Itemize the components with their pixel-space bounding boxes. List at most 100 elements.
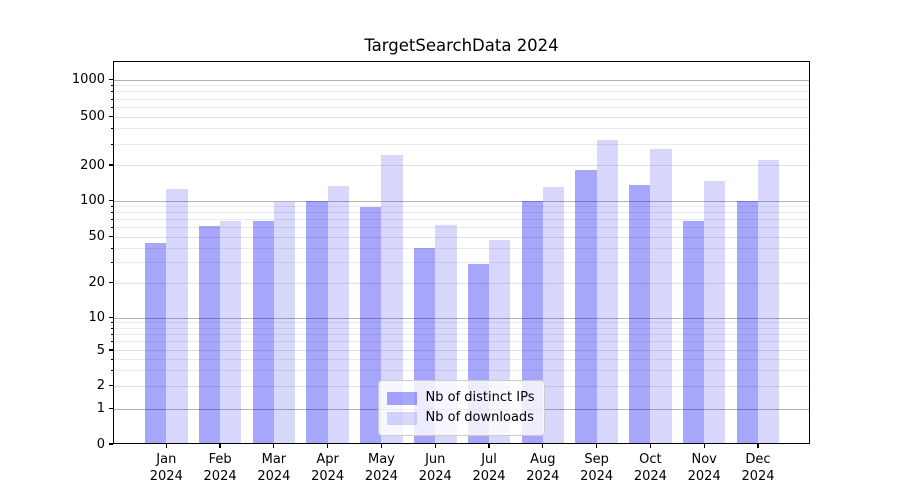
- y-minor-tick: [110, 212, 113, 214]
- x-tick-month: Sep: [584, 452, 609, 467]
- y-minor-tick: [110, 262, 113, 264]
- bar-oct-nb-of-downloads: [650, 149, 672, 444]
- y-minor-tick: [110, 98, 113, 100]
- plot-area: Nb of distinct IPs Nb of downloads 0 1 2 5 10…: [72, 61, 810, 484]
- x-tick-year: 2024: [687, 469, 721, 484]
- y-tick-label: 50: [88, 229, 105, 244]
- x-tick: [542, 444, 544, 448]
- x-tick-year: 2024: [418, 469, 452, 484]
- bar-may-nb-of-distinct-ips: [360, 206, 382, 444]
- y-tick: [109, 164, 113, 166]
- bar-feb-nb-of-distinct-ips: [198, 226, 221, 444]
- gridline-minor: [113, 98, 810, 100]
- y-tick: [109, 116, 113, 118]
- bar-dec-nb-of-distinct-ips: [736, 200, 758, 444]
- x-tick-month: Dec: [745, 452, 771, 467]
- bar-apr-nb-of-distinct-ips: [306, 200, 328, 444]
- x-tick-year: 2024: [149, 469, 183, 484]
- bar-nov-nb-of-distinct-ips: [682, 220, 705, 444]
- x-tick: [703, 444, 705, 448]
- x-tick: [596, 444, 598, 448]
- x-tick-label: Dec 2024: [728, 451, 788, 485]
- bar-mar-nb-of-downloads: [273, 201, 296, 444]
- gridline-minor: [113, 219, 810, 221]
- x-tick: [219, 444, 221, 448]
- y-tick: [109, 349, 113, 351]
- x-tick-year: 2024: [741, 469, 775, 484]
- bar-aug-nb-of-downloads: [542, 187, 565, 444]
- legend-label: Nb of downloads: [425, 410, 534, 425]
- bar-oct-nb-of-distinct-ips: [629, 185, 651, 444]
- x-tick-label: Sep 2024: [567, 451, 627, 485]
- bar-nov-nb-of-downloads: [704, 181, 726, 444]
- x-tick-month: Jan: [156, 452, 177, 467]
- x-tick-month: May: [368, 452, 395, 467]
- y-minor-tick: [110, 327, 113, 329]
- x-tick-year: 2024: [472, 469, 506, 484]
- x-tick-month: Feb: [208, 452, 232, 467]
- gridline-minor: [113, 262, 810, 264]
- bar-sep-nb-of-downloads: [596, 140, 618, 444]
- bar-jan-nb-of-downloads: [166, 189, 188, 444]
- y-minor-tick: [110, 219, 113, 221]
- gridline-minor: [113, 341, 810, 343]
- y-tick-label: 1: [96, 401, 105, 417]
- x-tick-year: 2024: [580, 469, 614, 484]
- y-tick-label: 100: [80, 193, 105, 208]
- y-tick: [109, 199, 113, 202]
- y-tick: [109, 78, 113, 81]
- x-tick: [273, 444, 275, 448]
- y-minor-tick: [110, 85, 113, 87]
- y-tick: [109, 384, 113, 387]
- x-tick-label: Oct 2024: [620, 451, 680, 485]
- y-tick-label: 20: [88, 275, 105, 290]
- y-minor-tick: [110, 322, 113, 324]
- x-tick: [380, 444, 383, 448]
- x-tick: [757, 444, 759, 448]
- chart-title: TargetSearchData 2024: [364, 36, 559, 55]
- legend: Nb of distinct IPs Nb of downloads: [377, 380, 546, 436]
- x-tick-label: Aug 2024: [513, 451, 573, 485]
- legend-label: Nb of distinct IPs: [425, 390, 535, 405]
- y-minor-tick: [110, 106, 113, 108]
- legend-item: Nb of downloads: [386, 408, 535, 428]
- x-tick-month: Oct: [639, 452, 662, 467]
- y-minor-tick: [110, 91, 113, 93]
- y-tick: [109, 443, 113, 445]
- bar-may-nb-of-downloads: [381, 155, 403, 444]
- x-tick-label: Feb 2024: [190, 451, 250, 485]
- gridline-minor: [113, 369, 810, 371]
- gridline: [113, 236, 810, 238]
- x-tick: [165, 444, 167, 448]
- bar-feb-nb-of-downloads: [220, 221, 242, 444]
- x-tick: [649, 444, 651, 448]
- gridline: [113, 282, 810, 284]
- gridline-minor: [113, 247, 810, 249]
- x-tick-year: 2024: [311, 469, 345, 484]
- x-tick-label: Jun 2024: [405, 451, 465, 485]
- y-minor-tick: [110, 358, 113, 360]
- x-tick-year: 2024: [364, 469, 398, 484]
- bar-jan-nb-of-distinct-ips: [145, 242, 167, 444]
- gridline: [113, 116, 810, 118]
- x-tick-year: 2024: [203, 469, 237, 484]
- gridline-minor: [113, 128, 810, 130]
- x-tick-label: Jan 2024: [136, 451, 196, 485]
- y-tick: [109, 235, 113, 238]
- x-tick-label: Jul 2024: [459, 451, 519, 485]
- legend-swatch: [386, 411, 417, 425]
- bar-mar-nb-of-distinct-ips: [252, 220, 274, 444]
- y-tick: [109, 281, 113, 284]
- y-tick-label: 5: [96, 342, 105, 358]
- legend-swatch: [386, 391, 417, 405]
- y-minor-tick: [110, 143, 113, 145]
- bar-apr-nb-of-downloads: [327, 185, 349, 444]
- x-tick: [434, 444, 436, 448]
- x-tick-month: Apr: [316, 452, 339, 467]
- x-tick-label: Apr 2024: [298, 451, 358, 485]
- gridline-minor: [113, 106, 810, 108]
- gridline-minor: [113, 322, 810, 324]
- y-minor-tick: [110, 369, 113, 371]
- gridline-major: [113, 317, 810, 319]
- y-tick-label: 500: [80, 109, 105, 125]
